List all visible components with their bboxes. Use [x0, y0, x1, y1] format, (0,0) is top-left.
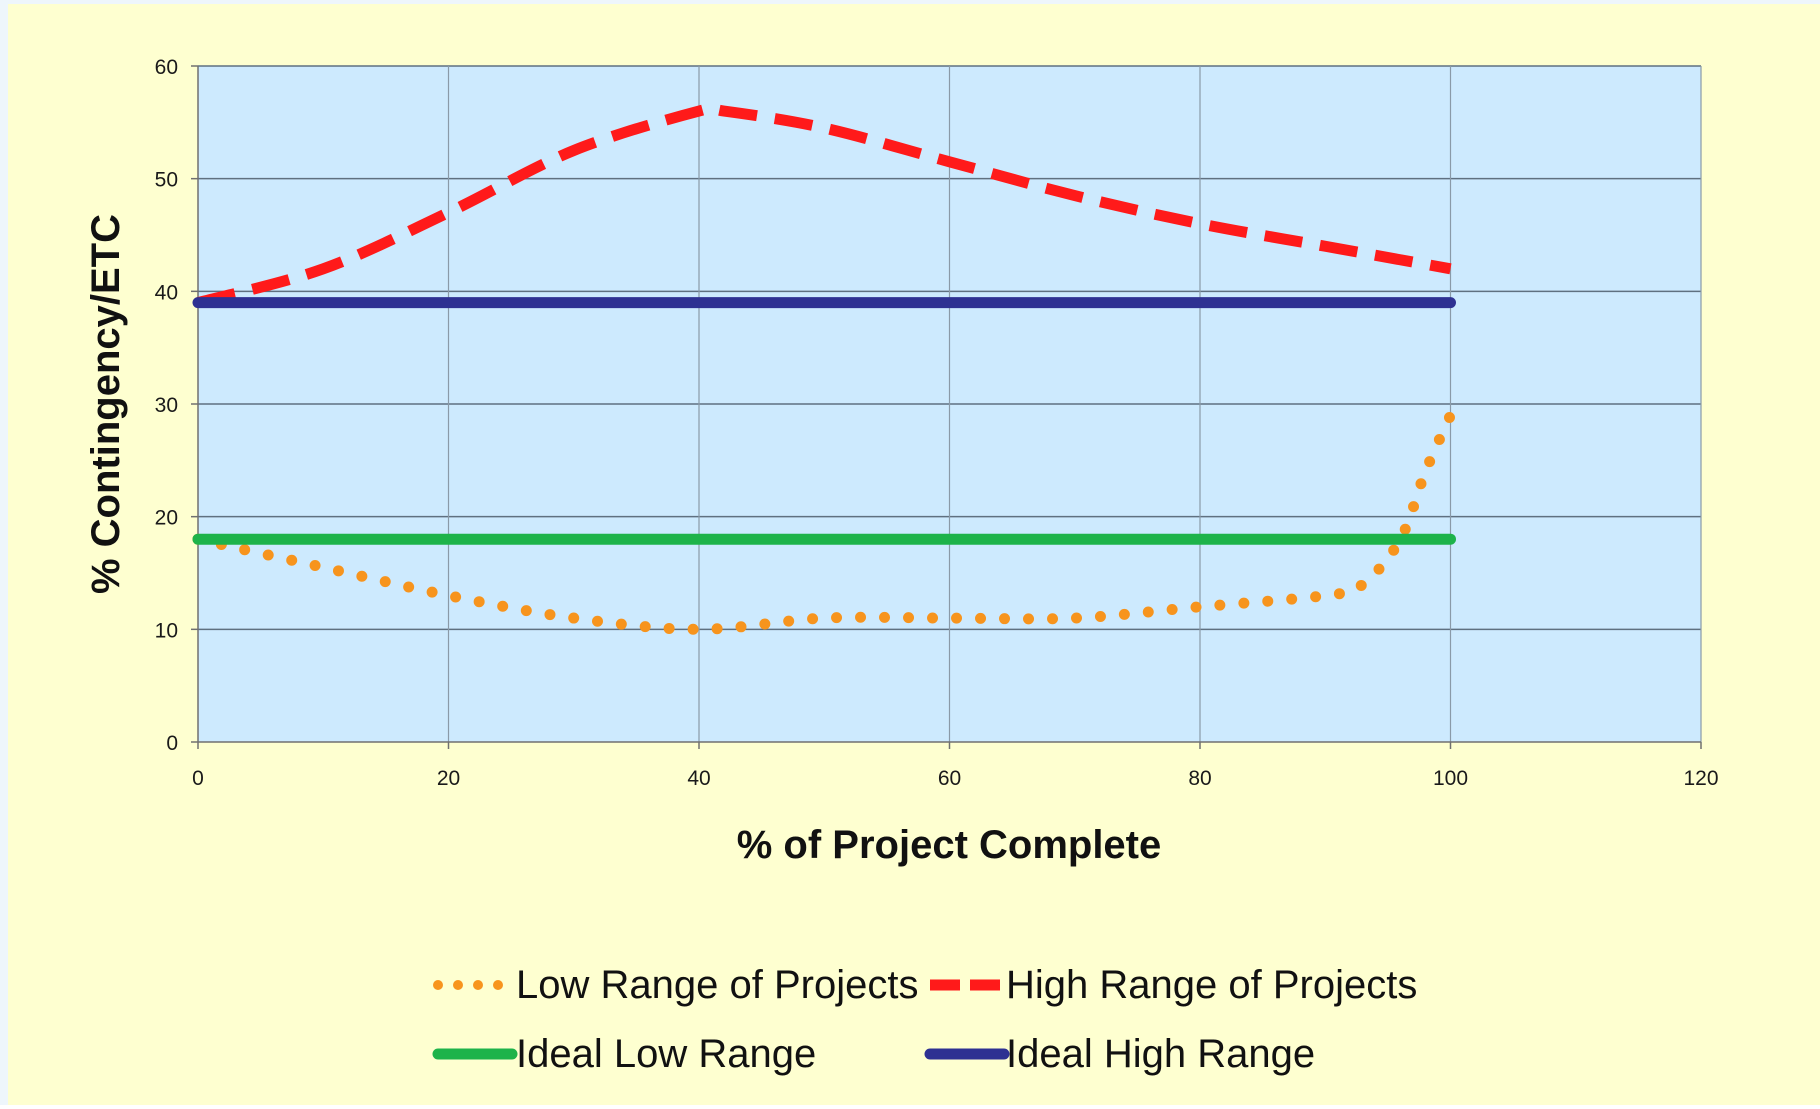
legend-ideal-low-item: Ideal Low Range — [432, 1032, 816, 1076]
y-tick-label: 60 — [155, 56, 178, 79]
x-tick-label: 0 — [192, 767, 204, 790]
legend-low-range-item: Low Range of Projects — [433, 963, 918, 1007]
y-axis-title: % Contingency/ETC — [84, 214, 128, 594]
legend-ideal-high-item: Ideal High Range — [924, 1032, 1315, 1076]
line-chart: 0 20 40 60 80 100 120 0 10 20 30 40 50 60 % of Proje… — [84, 56, 1719, 1076]
x-tick-labels: 0 20 40 60 80 100 120 — [192, 767, 1718, 790]
y-tick-label: 30 — [155, 394, 178, 417]
x-tick-label: 40 — [687, 767, 710, 790]
y-tick-label: 50 — [155, 169, 178, 192]
y-tick-label: 40 — [155, 281, 178, 304]
axes — [191, 65, 1702, 749]
legend: Low Range of Projects High Range of Proje… — [432, 963, 1417, 1076]
x-axis-title: % of Project Complete — [737, 823, 1162, 867]
y-tick-label: 20 — [155, 507, 178, 530]
legend-high-range-item: High Range of Projects — [930, 963, 1417, 1007]
x-tick-label: 100 — [1433, 767, 1468, 790]
legend-ideal-high-label: Ideal High Range — [1006, 1032, 1315, 1076]
y-tick-label: 0 — [166, 732, 178, 755]
legend-low-range-label: Low Range of Projects — [516, 963, 918, 1007]
x-tick-label: 80 — [1188, 767, 1211, 790]
x-tick-label: 120 — [1683, 767, 1718, 790]
y-tick-labels: 0 10 20 30 40 50 60 — [155, 56, 178, 755]
x-tick-label: 60 — [938, 767, 961, 790]
legend-ideal-low-label: Ideal Low Range — [516, 1032, 816, 1076]
grid-lines — [198, 65, 1702, 742]
high-range-series-line — [196, 101, 1452, 308]
y-tick-label: 10 — [155, 619, 178, 642]
x-tick-label: 20 — [437, 767, 460, 790]
legend-high-range-label: High Range of Projects — [1006, 963, 1417, 1007]
series-lines — [192, 101, 1456, 635]
